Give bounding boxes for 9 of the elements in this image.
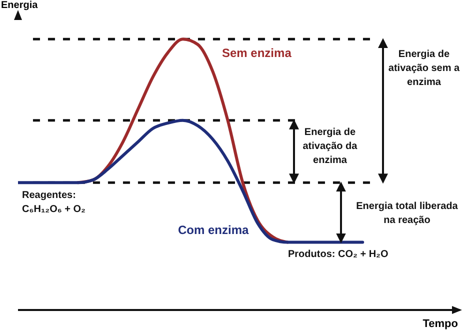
series-label: Sem enzima — [222, 46, 292, 60]
annotation: Energia de ativação sem a enzima — [387, 48, 461, 90]
annotation: Energia total liberada na reação — [355, 200, 459, 228]
annotation: Produtos: CO₂ + H₂O — [288, 248, 390, 262]
y-axis-title: Energia — [1, 0, 38, 12]
series-label: Com enzima — [178, 223, 250, 237]
x-axis-title: Tempo — [422, 318, 458, 330]
annotation: Energia de ativação da enzima — [302, 126, 358, 168]
annotation: Reagentes: C₆H₁₂O₆ + O₂ — [22, 189, 87, 217]
